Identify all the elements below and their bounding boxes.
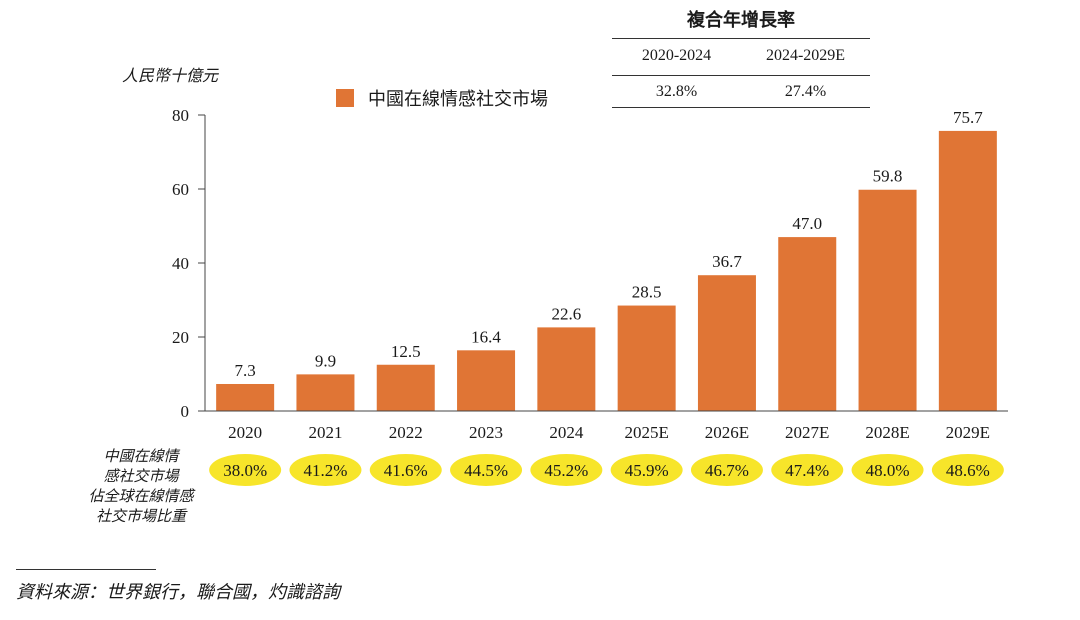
bar-value-label: 47.0: [792, 214, 822, 233]
cagr-header-period-2: 2024-2029E: [765, 47, 846, 64]
cagr-table-title: 複合年增長率: [687, 10, 795, 31]
y-tick-label: 40: [172, 254, 189, 273]
x-tick-label: 2028E: [865, 423, 909, 442]
share-badge: [209, 454, 282, 486]
share-label-line: 中國在線情: [103, 447, 179, 465]
share-badge-value: 46.7%: [705, 461, 749, 480]
bar: [778, 237, 837, 411]
share-badge-value: 41.6%: [384, 461, 428, 480]
bar: [858, 189, 917, 411]
share-badge: [931, 454, 1004, 486]
bar-value-label: 16.4: [471, 327, 501, 346]
cagr-table-rule-middle: [612, 75, 870, 76]
x-tick-label: 2026E: [705, 423, 749, 442]
bar-value-label: 9.9: [315, 351, 336, 370]
share-badge-value: 45.2%: [544, 461, 588, 480]
y-tick-label: 0: [181, 402, 190, 421]
bar: [697, 275, 756, 411]
bar-value-label: 36.7: [712, 252, 742, 271]
share-label-line: 社交市場比重: [95, 507, 186, 525]
bar: [617, 305, 676, 411]
share-badge: [610, 454, 683, 486]
x-tick-label: 2023: [469, 423, 503, 442]
legend: 中國在線情感社交市場: [336, 85, 548, 111]
bar-value-label: 7.3: [235, 361, 256, 380]
share-badge: [771, 454, 844, 486]
x-axis: 2020 2021 2022 2023 2024 2025E 2026E 2027E 2028E…: [205, 410, 1008, 442]
bar: [296, 374, 355, 411]
source-note: 資料來源：世界銀行，聯合國，灼識諮詢: [16, 582, 340, 603]
bar-value-label: 22.6: [551, 304, 581, 323]
bar: [537, 327, 596, 411]
share-label-line: 感社交市場: [103, 467, 179, 485]
bar-value-label: 75.7: [953, 108, 983, 127]
share-badge: [530, 454, 603, 486]
bar: [376, 364, 435, 411]
bars: 7.3 9.9 12.5 16.4 22.6 28.5 36.7 47.0 59.8 75.7: [216, 108, 997, 411]
cagr-table-rule-bottom: [612, 107, 870, 108]
cagr-value-period-2: 27.4%: [784, 83, 827, 100]
share-badge: [851, 454, 924, 486]
x-tick-label: 2027E: [785, 423, 829, 442]
share-badge-value: 47.4%: [785, 461, 829, 480]
bar: [457, 350, 516, 411]
share-badge-value: 48.6%: [946, 461, 990, 480]
share-badges: 38.0% 41.2% 41.6% 44.5% 45.2% 45.9% 46.7% 47.4%…: [209, 454, 1004, 486]
y-axis-unit-label: 人民幣十億元: [122, 66, 219, 85]
bar: [216, 383, 275, 411]
x-tick-label: 2022: [389, 423, 423, 442]
x-tick-label: 2025E: [624, 423, 668, 442]
cagr-header-period-1: 2020-2024: [641, 47, 712, 64]
bar-value-label: 59.8: [873, 167, 903, 186]
x-tick-label: 2021: [308, 423, 342, 442]
cagr-table-rule-top: [612, 38, 870, 39]
cagr-value-period-1: 32.8%: [655, 83, 698, 100]
bar: [938, 130, 997, 411]
source-divider: [16, 569, 156, 570]
share-label-line: 佔全球在線情感: [88, 487, 194, 505]
x-tick-label: 2020: [228, 423, 262, 442]
y-tick-label: 80: [172, 106, 189, 125]
share-badge-value: 48.0%: [866, 461, 910, 480]
share-badge-value: 45.9%: [625, 461, 669, 480]
y-tick-label: 20: [172, 328, 189, 347]
y-axis: 0 20 40 60 80: [172, 106, 206, 421]
share-badge-value: 44.5%: [464, 461, 508, 480]
legend-swatch: [336, 89, 354, 107]
bar-value-label: 12.5: [391, 342, 421, 361]
share-badge: [450, 454, 523, 486]
x-tick-label: 2029E: [946, 423, 990, 442]
bar-value-label: 28.5: [632, 283, 662, 302]
share-badge: [690, 454, 763, 486]
bar-chart: 0 20 40 60 80 7.3 9.9 12.5 16.4 22.6 28.5 36.7 47.0…: [172, 106, 1008, 486]
share-row-label: 中國在線情 感社交市場 佔全球在線情感 社交市場比重: [66, 446, 216, 526]
x-tick-label: 2024: [549, 423, 584, 442]
y-tick-label: 60: [172, 180, 189, 199]
share-badge-value: 41.2%: [303, 461, 347, 480]
legend-label: 中國在線情感社交市場: [368, 89, 548, 110]
share-badge-value: 38.0%: [223, 461, 267, 480]
share-badge: [289, 454, 362, 486]
share-badge: [369, 454, 442, 486]
